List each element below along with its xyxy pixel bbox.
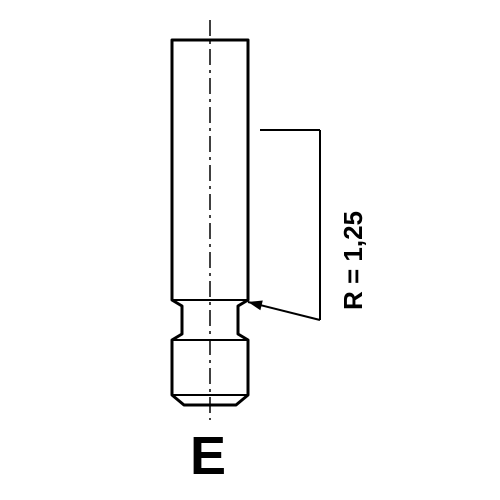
radius-dimension-label: R = 1,25 xyxy=(338,211,369,310)
technical-drawing xyxy=(0,0,500,500)
figure-label-e: E xyxy=(190,425,226,487)
leader-arrowhead-icon xyxy=(248,301,263,311)
